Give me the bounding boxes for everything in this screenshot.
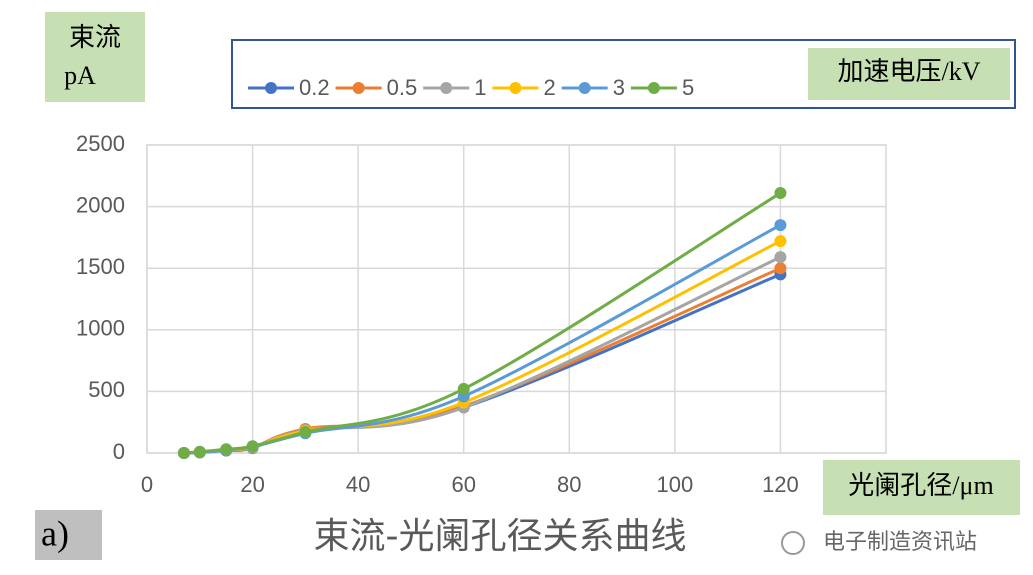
legend-entry: 5 (630, 75, 694, 100)
legend-swatch (647, 82, 660, 94)
x-tick-label: 120 (762, 472, 799, 497)
legend-entry: 1 (423, 75, 486, 100)
data-point (246, 440, 259, 453)
watermark: 电子制造资讯站 (823, 530, 977, 555)
y-tick-label: 0 (113, 439, 125, 464)
legend-entry: 0.5 (335, 75, 418, 100)
x-tick-label: 60 (451, 472, 475, 497)
legend-entry: 3 (561, 75, 625, 100)
panel-label-box (35, 510, 102, 560)
data-point (774, 251, 787, 264)
data-point (299, 426, 312, 439)
legend-swatch (509, 82, 522, 94)
watermark-icon (781, 531, 805, 555)
y-tick-label: 2000 (76, 192, 125, 217)
chart-title: 束流-光阑孔径关系曲线 (314, 516, 687, 557)
series-line (183, 239, 782, 455)
data-point (774, 235, 787, 248)
x-tick-label: 0 (141, 472, 153, 497)
legend-label: 0.2 (299, 75, 330, 100)
series-line (183, 223, 782, 455)
x-axis-label: 光阑孔径/μm (848, 471, 993, 500)
x-tick-label: 100 (656, 472, 693, 497)
y-tick-label: 1000 (76, 316, 125, 341)
legend-title: 加速电压/kV (837, 57, 980, 86)
xlabel-box (823, 460, 1020, 515)
y-tick-label: 500 (88, 377, 125, 402)
legend-label: 5 (682, 75, 694, 100)
legend-title-box (808, 48, 1010, 100)
legend-label: 1 (474, 75, 486, 100)
legend-swatch (352, 82, 365, 94)
x-tick-label: 80 (557, 472, 581, 497)
data-point (220, 443, 233, 456)
series-line (183, 255, 782, 455)
legend-label: 2 (543, 75, 555, 100)
data-point (774, 262, 787, 275)
legend-label: 0.5 (387, 75, 418, 100)
legend-swatch (265, 82, 277, 94)
y-axis-label: 束流 (69, 23, 121, 52)
legend-box (231, 39, 1016, 109)
data-point (177, 447, 190, 459)
data-point (774, 219, 787, 232)
y-tick-label: 2500 (76, 131, 125, 156)
legend-swatch (440, 82, 453, 94)
panel-label: a) (41, 513, 69, 553)
legend-entry: 0.2 (248, 75, 330, 100)
series-line (183, 266, 782, 455)
legend-swatch (578, 82, 591, 94)
ylabel-box (45, 12, 145, 102)
legend-label: 3 (613, 75, 625, 100)
x-tick-label: 20 (240, 472, 264, 497)
y-tick-label: 1500 (76, 254, 125, 279)
data-point (193, 445, 206, 458)
y-axis-label: pA (64, 61, 96, 90)
series-line (183, 191, 782, 455)
plot-border (146, 144, 887, 454)
data-point (457, 382, 470, 395)
data-point (774, 187, 787, 200)
x-tick-label: 40 (346, 472, 370, 497)
legend-entry: 2 (492, 75, 556, 100)
